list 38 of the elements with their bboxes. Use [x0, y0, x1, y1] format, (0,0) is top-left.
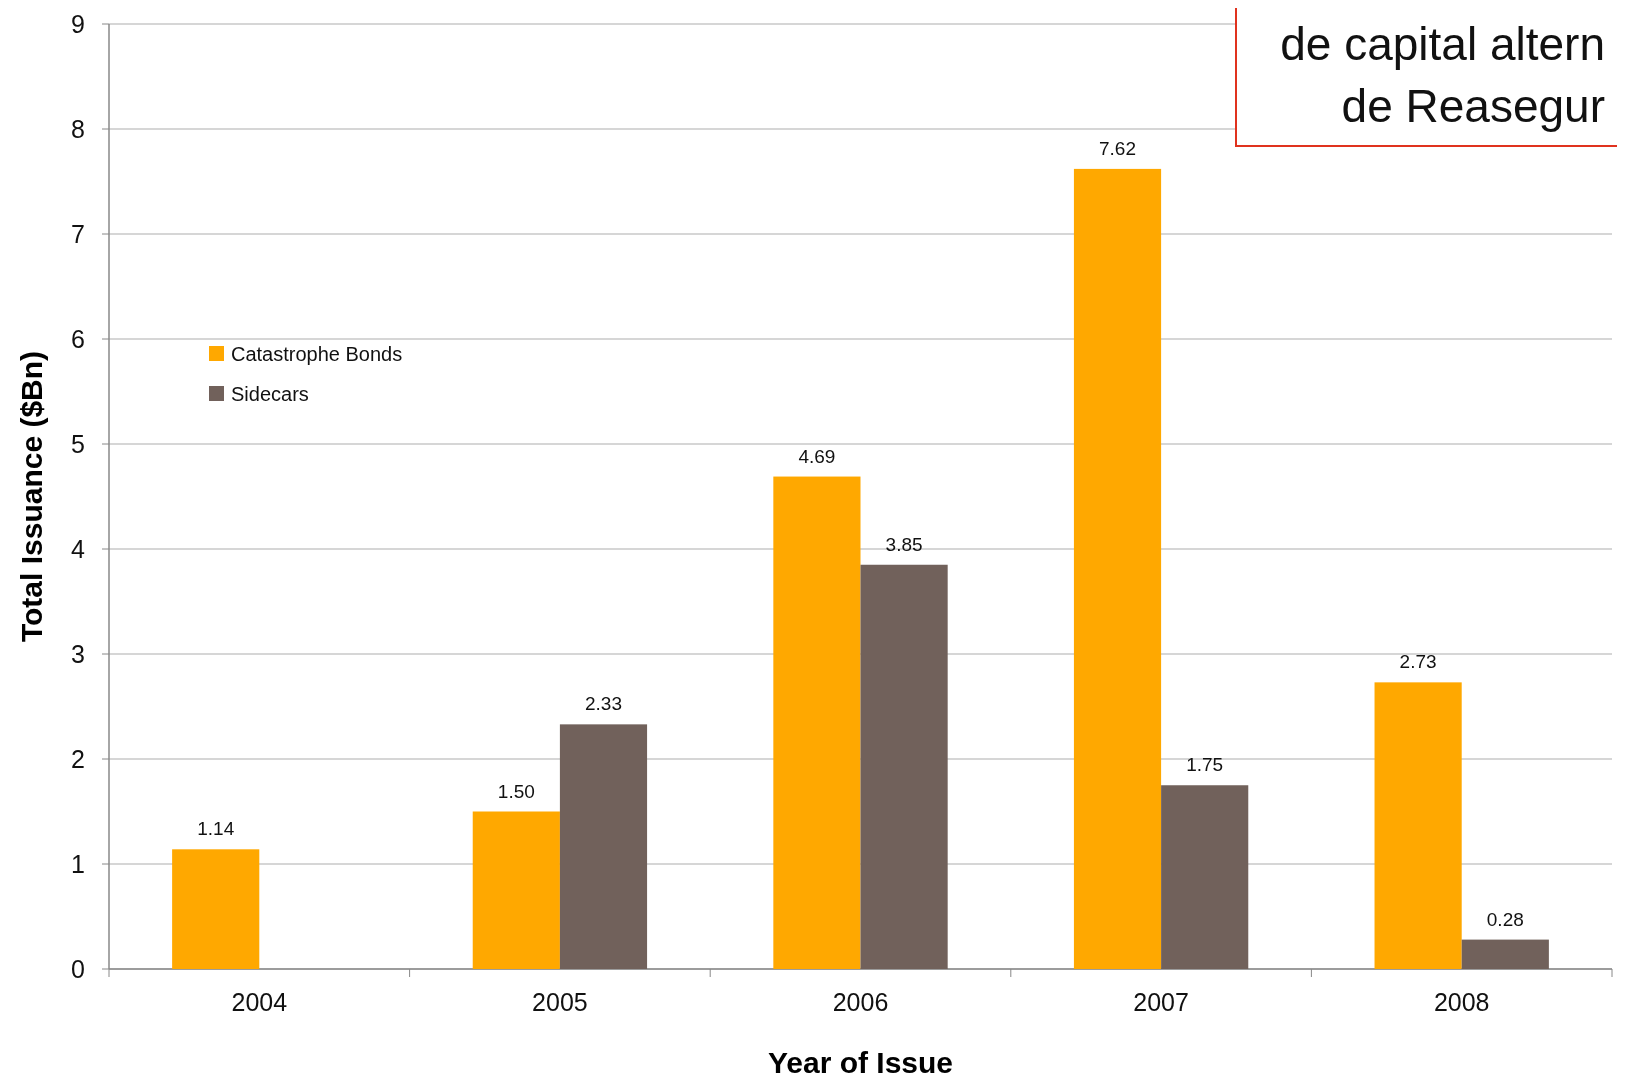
x-tick-label: 2006: [832, 988, 889, 1016]
bar: [1161, 785, 1249, 969]
data-label: 0.28: [1486, 908, 1524, 930]
data-label: 1.50: [497, 780, 535, 802]
bar: [773, 476, 861, 969]
x-tick-label: 2004: [231, 988, 288, 1016]
x-axis-title: Year of Issue: [767, 1046, 954, 1079]
x-tick-label: 2007: [1133, 988, 1189, 1016]
y-tick-label: 1: [71, 849, 85, 878]
x-tick-label: 2005: [532, 988, 588, 1016]
y-tick-label: 9: [71, 9, 85, 38]
legend-label: Catastrophe Bonds: [231, 343, 403, 365]
data-label: 3.85: [885, 533, 923, 555]
y-tick-label: 3: [71, 639, 85, 668]
data-label: 2.73: [1399, 651, 1437, 673]
y-tick-label: 0: [71, 954, 85, 983]
y-tick-label: 7: [71, 219, 85, 248]
data-label: 1.14: [197, 818, 235, 840]
bar: [172, 849, 260, 969]
annotation: de capital altern de Reasegur: [1280, 18, 1605, 132]
bar: [1461, 939, 1549, 969]
bar: [472, 811, 560, 969]
y-tick-label: 8: [71, 114, 85, 143]
y-tick-label: 4: [71, 534, 86, 563]
data-label: 7.62: [1099, 137, 1137, 159]
data-label: 1.75: [1186, 754, 1224, 776]
bar: [559, 724, 648, 969]
legend-label: Sidecars: [231, 383, 309, 405]
y-tick-label: 6: [71, 324, 85, 353]
x-tick-label: 2008: [1433, 988, 1490, 1016]
y-tick-label: 2: [71, 744, 85, 773]
bar: [1374, 682, 1462, 969]
bar: [860, 564, 948, 969]
y-tick-label: 5: [71, 429, 85, 458]
data-label: 2.33: [584, 693, 622, 715]
bar: [1073, 168, 1162, 969]
data-label: 4.69: [798, 445, 836, 467]
y-axis-title: Total Issuance ($Bn): [15, 350, 48, 643]
